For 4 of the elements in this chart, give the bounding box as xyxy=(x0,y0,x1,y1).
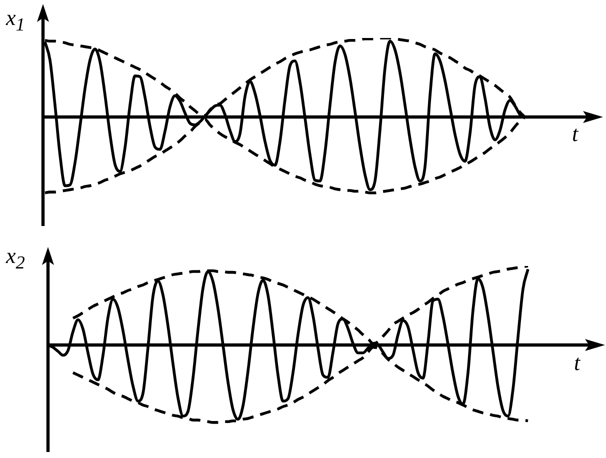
y-axis-title: x$_{2}$ xyxy=(6,243,25,274)
x-axis-title: t xyxy=(574,350,580,375)
x-axis-title: t xyxy=(572,121,578,146)
y-axis-title: x$_{1}$ xyxy=(6,5,25,36)
